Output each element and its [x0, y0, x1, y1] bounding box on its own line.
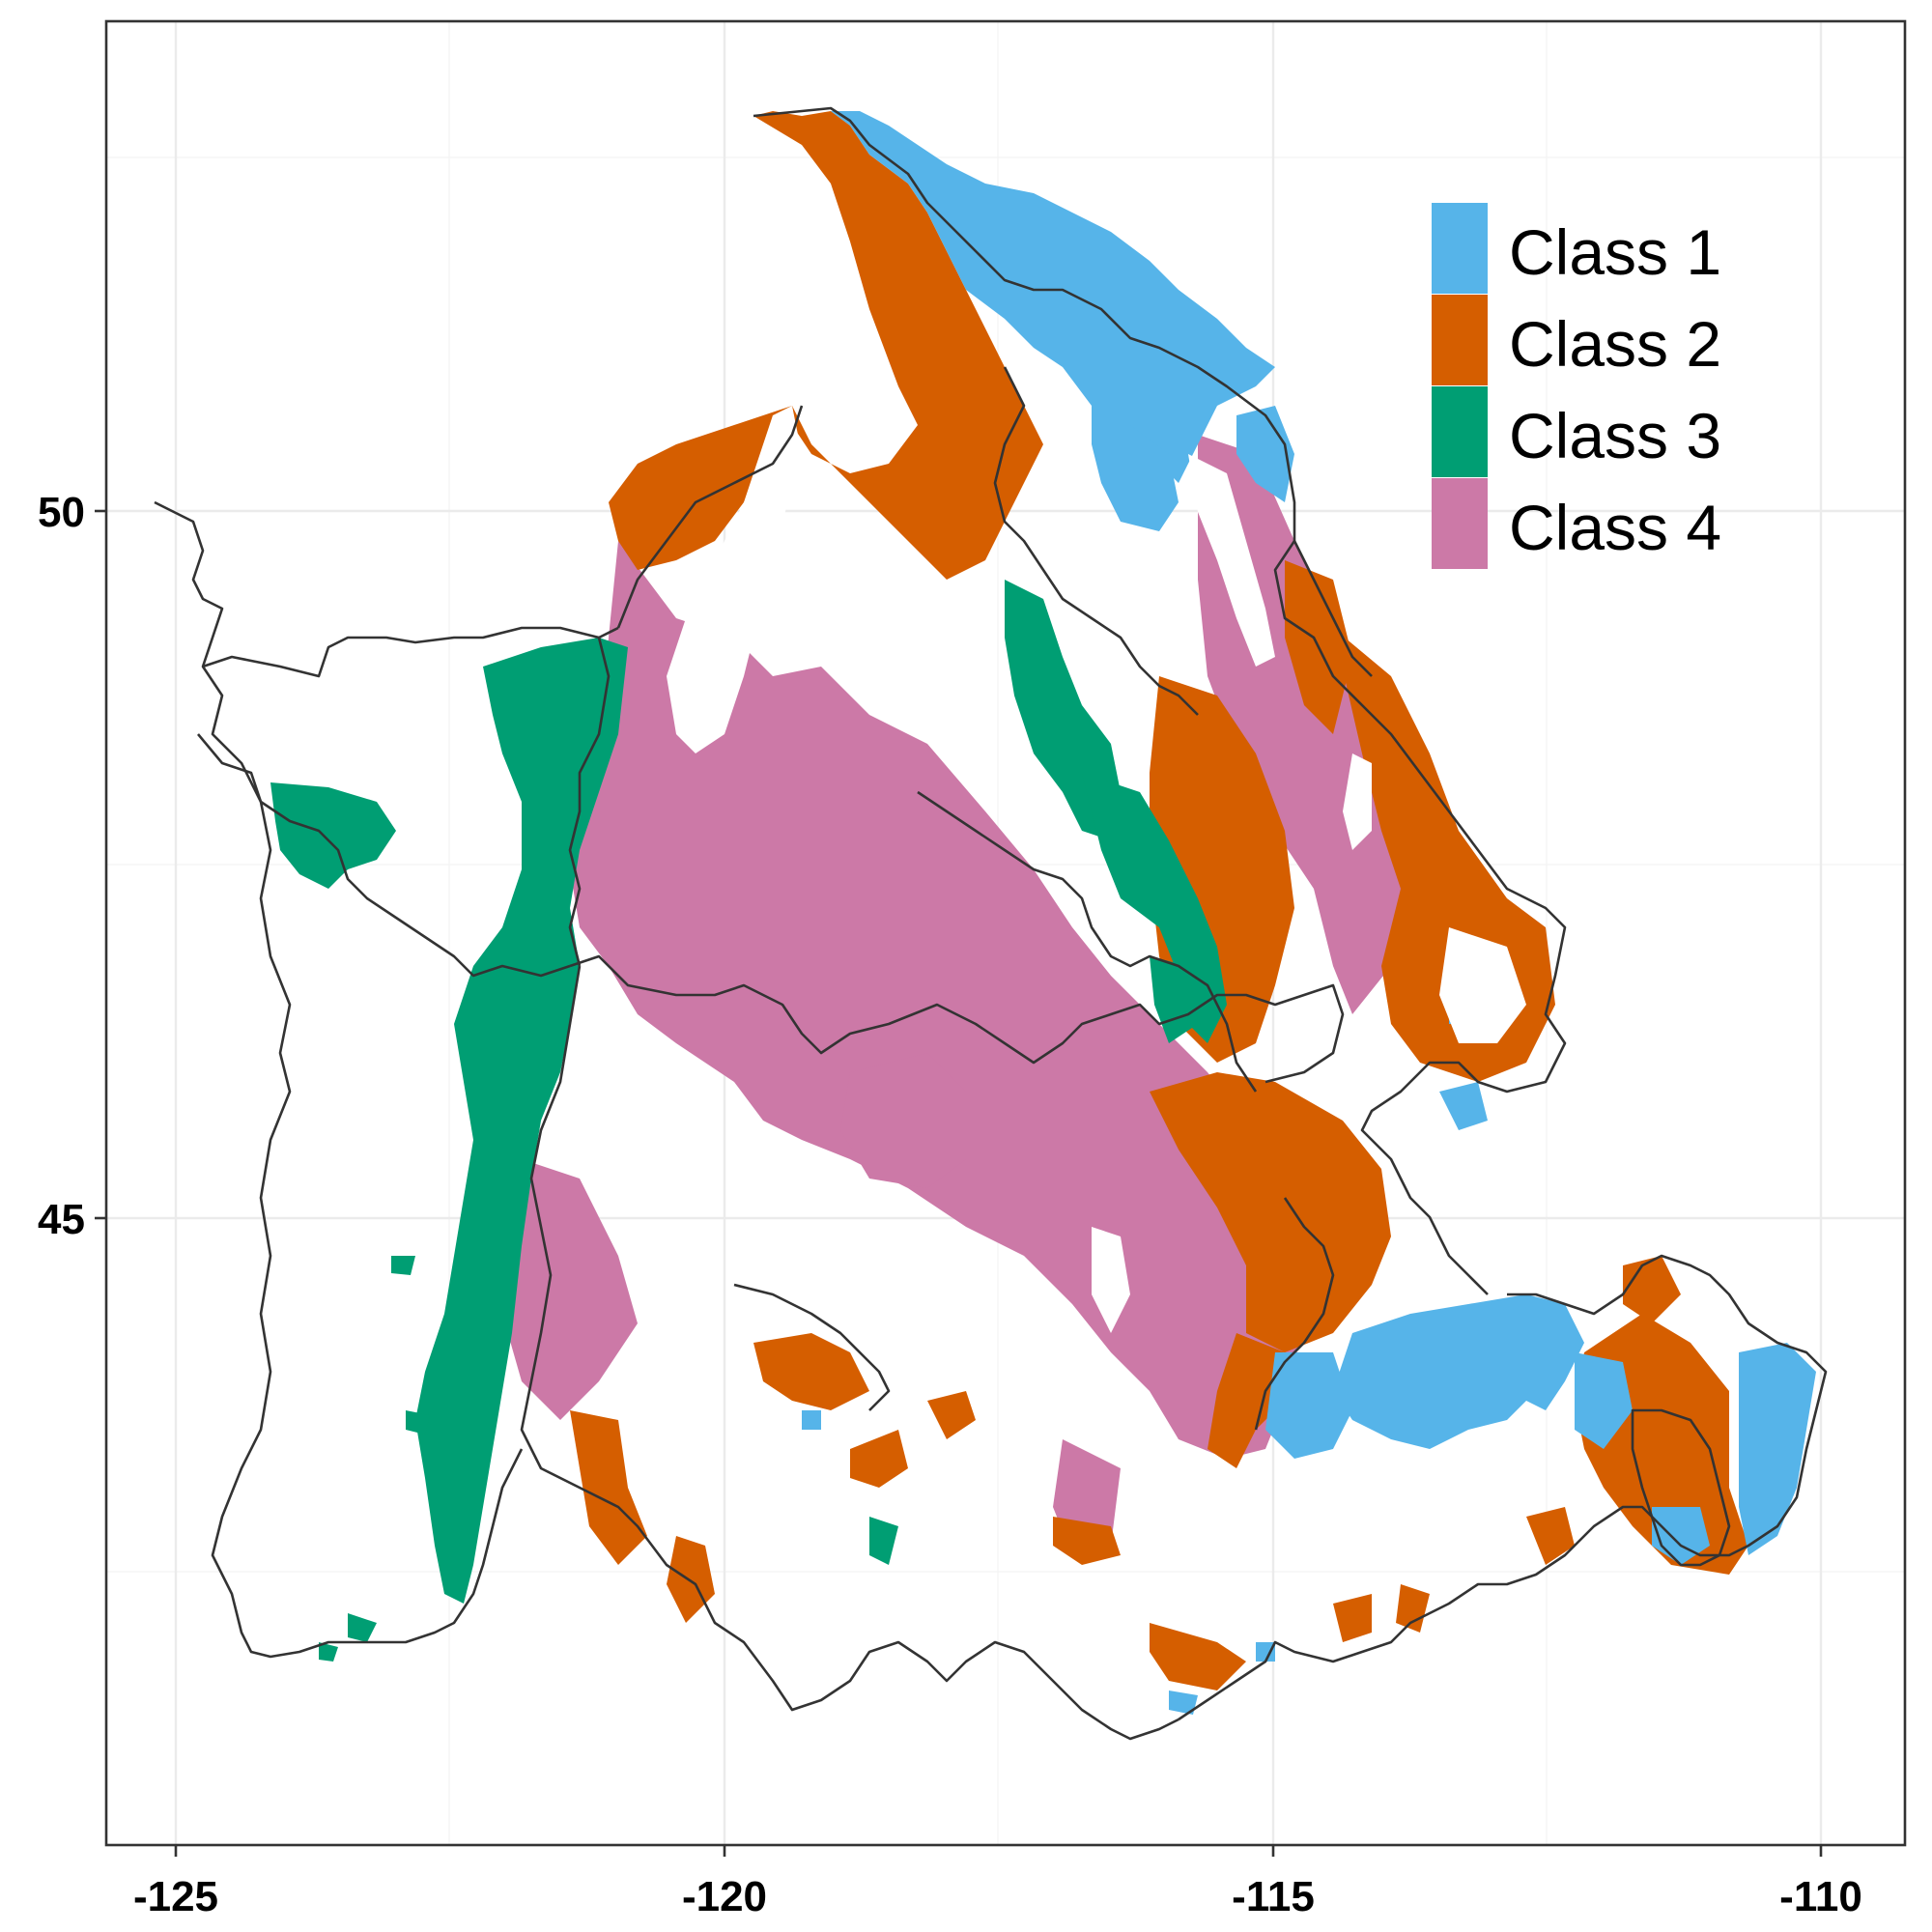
basin-outline-west [154, 500, 619, 678]
basin-boundaries [154, 106, 1828, 1741]
basin-outline-inner-sub [1254, 1197, 1335, 1431]
legend-key-class-2 [1432, 295, 1488, 385]
basin-outline-west-inner [197, 733, 571, 978]
legend-key-class-1 [1432, 203, 1488, 294]
basin-outline-central [569, 954, 1345, 1084]
basin-outline-inner-ne [993, 366, 1199, 716]
basin-outline-north [753, 106, 1567, 1295]
basin-outline-north-west [616, 405, 804, 629]
legend-label-class-2: Class 2 [1509, 308, 1721, 380]
basin-outline-small [733, 1283, 891, 1411]
basin-outline-east-sub [1631, 1408, 1731, 1567]
x-tick-labels: -125 -120 -115 -110 [133, 1873, 1862, 1920]
legend-key-class-4 [1432, 478, 1488, 569]
x-tick-label: -115 [1232, 1873, 1315, 1920]
basin-outline-north-east-edge [1293, 540, 1373, 677]
basin-outline-coast [201, 666, 524, 1659]
plot-panel-border [104, 19, 1907, 1847]
masked-gaps [667, 406, 1526, 1333]
basin-outline-southeast [1178, 1254, 1828, 1721]
legend-label-class-3: Class 3 [1509, 400, 1721, 471]
basin-outline-cascade [568, 637, 611, 967]
y-tick-labels: 50 45 [38, 489, 85, 1243]
x-tick-label: -125 [133, 1873, 218, 1920]
basin-outline-central-south [520, 965, 1179, 1741]
y-tick-label: 50 [38, 489, 85, 536]
legend-key-class-3 [1432, 386, 1488, 477]
axis-ticks [95, 509, 1823, 1857]
x-tick-label: -120 [682, 1873, 767, 1920]
x-tick-label: -110 [1779, 1873, 1862, 1920]
legend-label-class-1: Class 1 [1509, 216, 1721, 288]
class-3-region [270, 580, 1227, 1662]
y-tick-label: 45 [38, 1196, 85, 1243]
basin-outline-inner-mid [917, 790, 1258, 1093]
legend-label-class-4: Class 4 [1509, 492, 1721, 563]
legend: Class 1 Class 2 Class 3 Class 4 [1432, 203, 1721, 569]
class-1-region [802, 111, 1816, 1715]
